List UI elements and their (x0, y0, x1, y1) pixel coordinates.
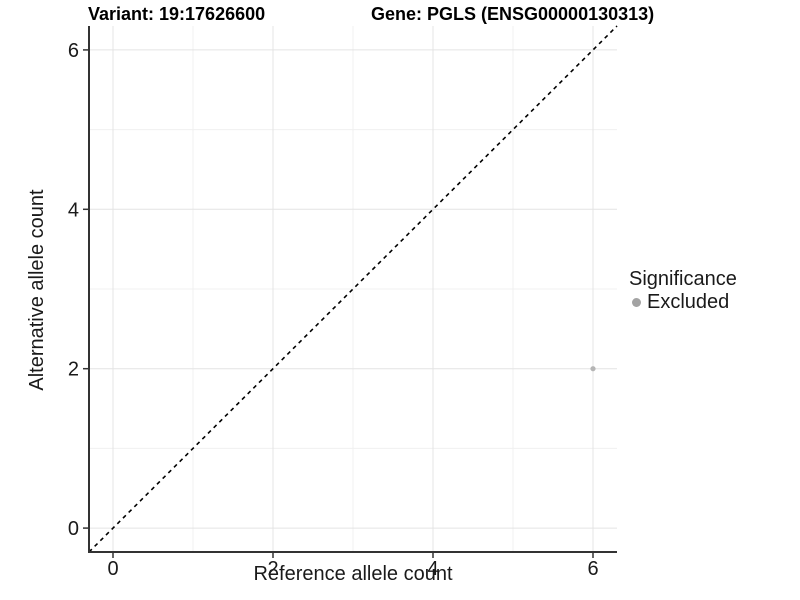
legend: Significance Excluded (629, 268, 737, 313)
plot-title-variant: Variant: 19:17626600 (88, 4, 266, 24)
axis-tick-marks (83, 49, 594, 558)
minor-gridlines (89, 26, 617, 552)
x-tick-label: 2 (267, 558, 278, 580)
y-tick-label: 0 (68, 518, 79, 540)
legend-items: Excluded (629, 291, 737, 313)
y-axis-label: Alternative allele count (26, 189, 48, 391)
y-tick-labels: 0 2 4 6 (68, 40, 79, 540)
legend-title: Significance (629, 268, 737, 290)
legend-item-label: Excluded (647, 291, 730, 313)
legend-item: Excluded (629, 291, 737, 313)
major-gridlines (89, 26, 617, 552)
x-tick-labels: 0 2 4 6 (107, 558, 598, 580)
data-points (590, 366, 596, 372)
scatter-point (590, 366, 596, 372)
x-tick-label: 0 (107, 558, 118, 580)
y-tick-label: 6 (68, 40, 79, 62)
x-tick-label: 4 (427, 558, 438, 580)
legend-key-dot-icon (632, 297, 641, 307)
x-tick-label: 6 (587, 558, 598, 580)
axis-lines (88, 26, 617, 553)
plot-title-gene: Gene: PGLS (ENSG00000130313) (371, 4, 655, 24)
y-tick-label: 2 (68, 359, 79, 381)
x-axis-label: Reference allele count (253, 563, 453, 585)
y-tick-label: 4 (68, 199, 79, 221)
